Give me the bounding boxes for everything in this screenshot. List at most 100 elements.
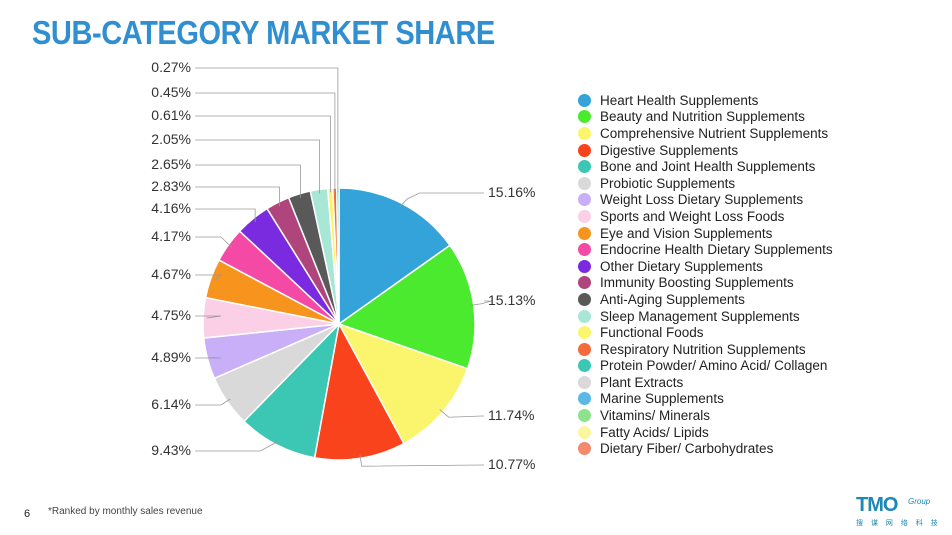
legend-item-heart-health-supplements: Heart Health Supplements xyxy=(578,92,833,109)
legend-label: Dietary Fiber/ Carbohydrates xyxy=(600,441,774,457)
legend-swatch xyxy=(578,442,591,456)
legend-label: Plant Extracts xyxy=(600,374,684,390)
legend-item-anti-aging-supplements: Anti-Aging Supplements xyxy=(578,291,833,308)
leader-line-other-dietary-supplements xyxy=(195,208,256,223)
legend-swatch xyxy=(578,309,591,323)
legend-label: Digestive Supplements xyxy=(600,142,739,158)
company-logo: TMO Group 搜 谋 网 络 科 技 xyxy=(852,494,942,528)
legend-label: Marine Supplements xyxy=(600,391,724,407)
legend-item-beauty-and-nutrition-supplements: Beauty and Nutrition Supplements xyxy=(578,109,833,126)
legend-swatch xyxy=(578,342,591,356)
slice-label-bone-and-joint-health-supplements: 9.43% xyxy=(151,442,191,458)
leader-line-endocrine-health-dietary-supplements xyxy=(195,236,232,248)
legend-item-dietary-fiber-carbohydrates: Dietary Fiber/ Carbohydrates xyxy=(578,440,833,457)
legend-swatch xyxy=(578,193,591,207)
slice-label-probiotic-supplements: 6.14% xyxy=(151,396,191,412)
slice-label-other-dietary-supplements: 4.16% xyxy=(151,200,191,216)
leader-line-sports-and-weight-loss-foods xyxy=(195,315,222,319)
legend-swatch xyxy=(578,326,591,340)
legend-label: Probiotic Supplements xyxy=(600,175,736,191)
legend-swatch xyxy=(578,143,591,157)
legend-label: Bone and Joint Health Supplements xyxy=(600,159,816,175)
leader-line-eye-and-vision-supplements xyxy=(195,274,223,281)
logo-subtitle: 搜 谋 网 络 科 技 xyxy=(856,520,941,527)
leader-line-anti-aging-supplements xyxy=(195,164,301,198)
leader-line-bone-and-joint-health-supplements xyxy=(195,440,279,452)
slice-label-heart-health-supplements: 15.16% xyxy=(488,184,535,200)
leader-line-heart-health-supplements xyxy=(399,192,484,208)
legend-label: Endocrine Health Dietary Supplements xyxy=(600,242,833,258)
leader-line-protein-powder-amino-acid-collagen xyxy=(195,67,339,193)
legend-swatch xyxy=(578,209,591,223)
legend-item-plant-extracts: Plant Extracts xyxy=(578,374,833,391)
legend-swatch xyxy=(578,93,591,107)
legend-label: Heart Health Supplements xyxy=(600,92,759,108)
leader-line-respiratory-nutrition-supplements xyxy=(195,92,336,193)
slice-label-anti-aging-supplements: 2.65% xyxy=(151,156,191,172)
leader-line-digestive-supplements xyxy=(359,454,484,467)
legend-item-bone-and-joint-health-supplements: Bone and Joint Health Supplements xyxy=(578,158,833,175)
slice-label-respiratory-nutrition-supplements: 0.45% xyxy=(151,84,191,100)
legend-item-sleep-management-supplements: Sleep Management Supplements xyxy=(578,308,833,325)
legend-label: Functional Foods xyxy=(600,325,704,341)
slice-label-eye-and-vision-supplements: 4.67% xyxy=(151,266,191,282)
legend-item-sports-and-weight-loss-foods: Sports and Weight Loss Foods xyxy=(578,208,833,225)
legend-swatch xyxy=(578,276,591,290)
logo-group: Group xyxy=(908,497,931,506)
leader-line-immunity-boosting-supplements xyxy=(195,186,280,207)
legend-swatch xyxy=(578,110,591,124)
legend-item-vitamins-minerals: Vitamins/ Minerals xyxy=(578,407,833,424)
legend-item-protein-powder-amino-acid-collagen: Protein Powder/ Amino Acid/ Collagen xyxy=(578,358,833,375)
legend-swatch xyxy=(578,292,591,306)
legend-label: Anti-Aging Supplements xyxy=(600,291,745,307)
legend-item-functional-foods: Functional Foods xyxy=(578,324,833,341)
legend-swatch xyxy=(578,409,591,423)
legend-swatch xyxy=(578,425,591,439)
legend-item-immunity-boosting-supplements: Immunity Boosting Supplements xyxy=(578,275,833,292)
legend-item-digestive-supplements: Digestive Supplements xyxy=(578,142,833,159)
slice-label-sports-and-weight-loss-foods: 4.75% xyxy=(151,307,191,323)
legend-label: Eye and Vision Supplements xyxy=(600,225,773,241)
pie-slice-bone-and-joint-health-supplements xyxy=(242,321,341,459)
legend-swatch xyxy=(578,243,591,257)
legend-swatch xyxy=(578,375,591,389)
legend-swatch xyxy=(578,226,591,240)
slice-label-weight-loss-dietary-supplements: 4.89% xyxy=(151,349,191,365)
page-title: SUB-CATEGORY MARKET SHARE xyxy=(32,14,495,51)
legend-label: Beauty and Nutrition Supplements xyxy=(600,109,805,125)
leader-line-beauty-and-nutrition-supplements xyxy=(469,300,492,306)
legend-item-respiratory-nutrition-supplements: Respiratory Nutrition Supplements xyxy=(578,341,833,358)
pie-slice-heart-health-supplements xyxy=(338,187,451,326)
legend-label: Comprehensive Nutrient Supplements xyxy=(600,125,829,141)
legend-label: Vitamins/ Minerals xyxy=(600,408,711,424)
leader-line-sleep-management-supplements xyxy=(195,139,320,194)
leader-line-probiotic-supplements xyxy=(195,398,231,406)
slice-label-comprehensive-nutrient-supplements: 11.74% xyxy=(488,407,534,423)
slice-label-sleep-management-supplements: 2.05% xyxy=(151,131,191,147)
legend-swatch xyxy=(578,359,591,373)
slice-label-protein-powder-amino-acid-collagen: 0.27% xyxy=(151,59,191,75)
slice-label-functional-foods: 0.61% xyxy=(151,107,191,123)
slice-label-beauty-and-nutrition-supplements: 15.13% xyxy=(488,292,535,308)
legend-label: Fatty Acids/ Lipids xyxy=(600,424,709,440)
legend-swatch xyxy=(578,392,591,406)
footnote: *Ranked by monthly sales revenue xyxy=(48,506,203,517)
legend-item-fatty-acids-lipids: Fatty Acids/ Lipids xyxy=(578,424,833,441)
legend-item-marine-supplements: Marine Supplements xyxy=(578,391,833,408)
legend-item-weight-loss-dietary-supplements: Weight Loss Dietary Supplements xyxy=(578,192,833,209)
legend-swatch xyxy=(578,176,591,190)
legend-swatch xyxy=(578,259,591,273)
legend-item-comprehensive-nutrient-supplements: Comprehensive Nutrient Supplements xyxy=(578,125,833,142)
legend-item-eye-and-vision-supplements: Eye and Vision Supplements xyxy=(578,225,833,242)
legend-label: Immunity Boosting Supplements xyxy=(600,275,794,291)
legend-label: Sleep Management Supplements xyxy=(600,308,800,324)
legend-item-other-dietary-supplements: Other Dietary Supplements xyxy=(578,258,833,275)
legend-label: Protein Powder/ Amino Acid/ Collagen xyxy=(600,358,828,374)
chart-legend: Heart Health Supplements Beauty and Nutri… xyxy=(578,92,833,457)
page-number: 6 xyxy=(24,508,31,520)
leader-line-comprehensive-nutrient-supplements xyxy=(439,409,484,418)
leader-line-functional-foods xyxy=(195,115,331,193)
legend-swatch xyxy=(578,160,591,174)
slice-label-immunity-boosting-supplements: 2.83% xyxy=(151,178,191,194)
